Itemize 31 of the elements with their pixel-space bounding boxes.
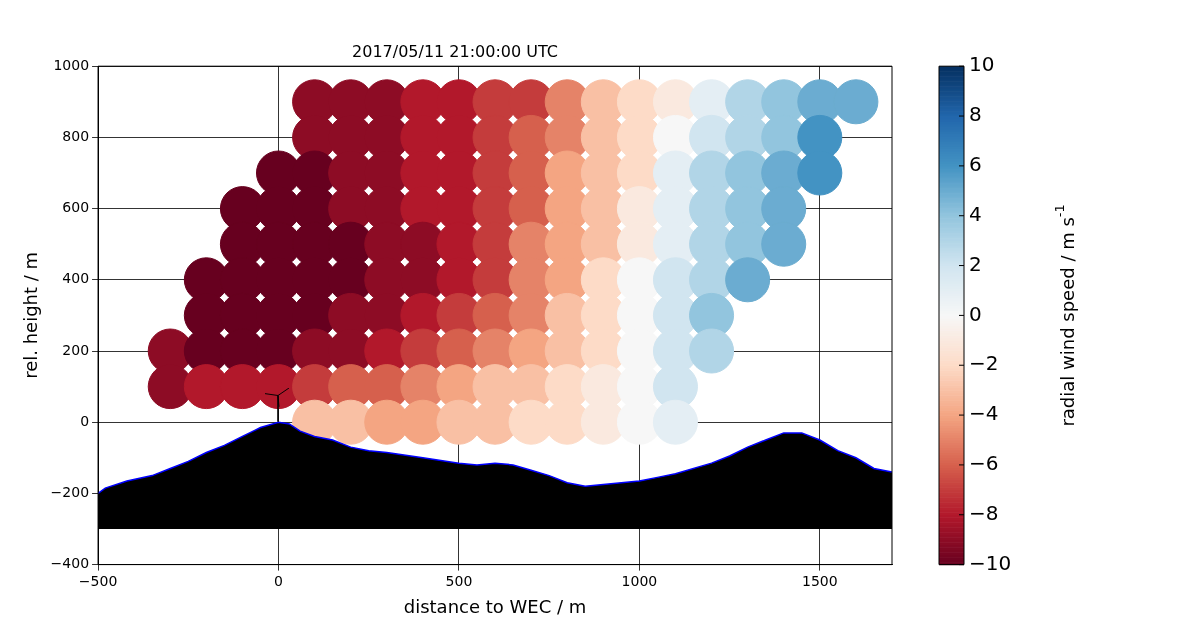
color-bar-label: 2 <box>969 251 982 276</box>
x-tick-label: 0 <box>274 572 283 589</box>
color-bar-label: −10 <box>969 550 1012 575</box>
y-tick-label: 200 <box>62 341 90 358</box>
chart-title: 2017/05/11 21:00:00 UTC <box>352 41 558 61</box>
color-bar-label: −8 <box>969 500 999 525</box>
color-bar-label: −6 <box>969 451 999 476</box>
x-tick-label: 1500 <box>802 572 838 589</box>
color-bar-label: 8 <box>969 102 982 127</box>
y-tick-label: 800 <box>62 128 90 145</box>
y-tick-label: −400 <box>50 555 90 572</box>
point <box>689 328 735 374</box>
point <box>725 257 771 303</box>
y-tick-label: 600 <box>62 199 90 216</box>
color-bar-label: −2 <box>969 351 999 376</box>
point <box>652 399 698 445</box>
y-tick-label: 400 <box>62 270 90 287</box>
color-bar-label: 4 <box>969 201 982 226</box>
y-tick-label: 0 <box>80 412 90 429</box>
color-bar-label: 6 <box>969 152 982 177</box>
y-tick-label: −200 <box>50 484 90 501</box>
color-bar-label: 0 <box>969 301 982 326</box>
color-bar-label: 10 <box>969 52 995 77</box>
x-axis-title: distance to WEC / m <box>403 595 587 617</box>
x-tick-label: 500 <box>445 572 473 589</box>
color-bar-label: −4 <box>969 401 999 426</box>
x-tick-label: −500 <box>78 572 118 589</box>
color-bar-title: radial wind speed / m s-1 <box>1052 204 1078 427</box>
x-tick-label: 1000 <box>621 572 658 589</box>
y-axis-title: rel. height / m <box>20 251 42 379</box>
y-tick-label: 1000 <box>53 56 90 73</box>
